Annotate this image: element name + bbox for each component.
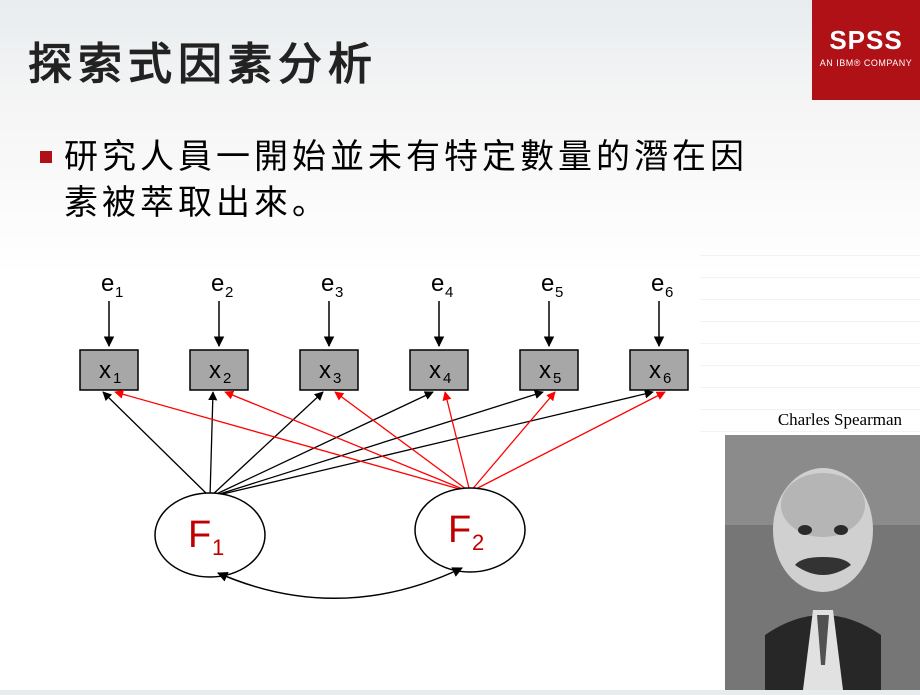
body-text: 研究人員一開始並未有特定數量的潛在因 素被萃取出來。	[64, 135, 748, 227]
svg-text:x: x	[209, 357, 221, 384]
svg-text:5: 5	[555, 284, 563, 301]
svg-text:3: 3	[333, 370, 341, 387]
svg-text:6: 6	[663, 370, 671, 387]
svg-text:F: F	[448, 509, 471, 551]
svg-text:e: e	[541, 270, 554, 297]
svg-text:x: x	[429, 357, 441, 384]
svg-text:2: 2	[223, 370, 231, 387]
svg-text:e: e	[101, 270, 114, 297]
svg-text:4: 4	[445, 284, 453, 301]
svg-text:e: e	[321, 270, 334, 297]
body-line2: 素被萃取出來。	[64, 185, 330, 222]
body-bullet-row: 研究人員一開始並未有特定數量的潛在因 素被萃取出來。	[40, 135, 748, 227]
svg-text:x: x	[649, 357, 661, 384]
body-line1: 研究人員一開始並未有特定數量的潛在因	[64, 139, 748, 176]
slide-title: 探索式因素分析	[28, 28, 378, 92]
bullet-icon	[40, 151, 52, 163]
logo-brand: SPSS	[812, 25, 920, 56]
svg-text:1: 1	[115, 284, 123, 301]
svg-text:5: 5	[553, 370, 561, 387]
logo-subtitle: AN IBM® COMPANY	[812, 58, 920, 68]
svg-text:2: 2	[225, 284, 233, 301]
svg-text:3: 3	[335, 284, 343, 301]
svg-text:e: e	[651, 270, 664, 297]
svg-text:x: x	[319, 357, 331, 384]
photo-caption: Charles Spearman	[778, 410, 902, 430]
svg-text:1: 1	[113, 370, 121, 387]
factor-diagram: e1x1e2x2e3x3e4x4e5x5e6x6F1F2	[40, 255, 720, 635]
svg-text:x: x	[539, 357, 551, 384]
svg-text:4: 4	[443, 370, 451, 387]
spearman-photo	[725, 435, 920, 690]
svg-text:6: 6	[665, 284, 673, 301]
decorative-gridlines	[700, 255, 920, 435]
spss-logo: SPSS AN IBM® COMPANY	[812, 0, 920, 100]
svg-text:F: F	[188, 514, 211, 556]
svg-text:1: 1	[212, 535, 224, 560]
svg-text:e: e	[431, 270, 444, 297]
svg-text:x: x	[99, 357, 111, 384]
svg-text:e: e	[211, 270, 224, 297]
svg-text:2: 2	[472, 530, 484, 555]
